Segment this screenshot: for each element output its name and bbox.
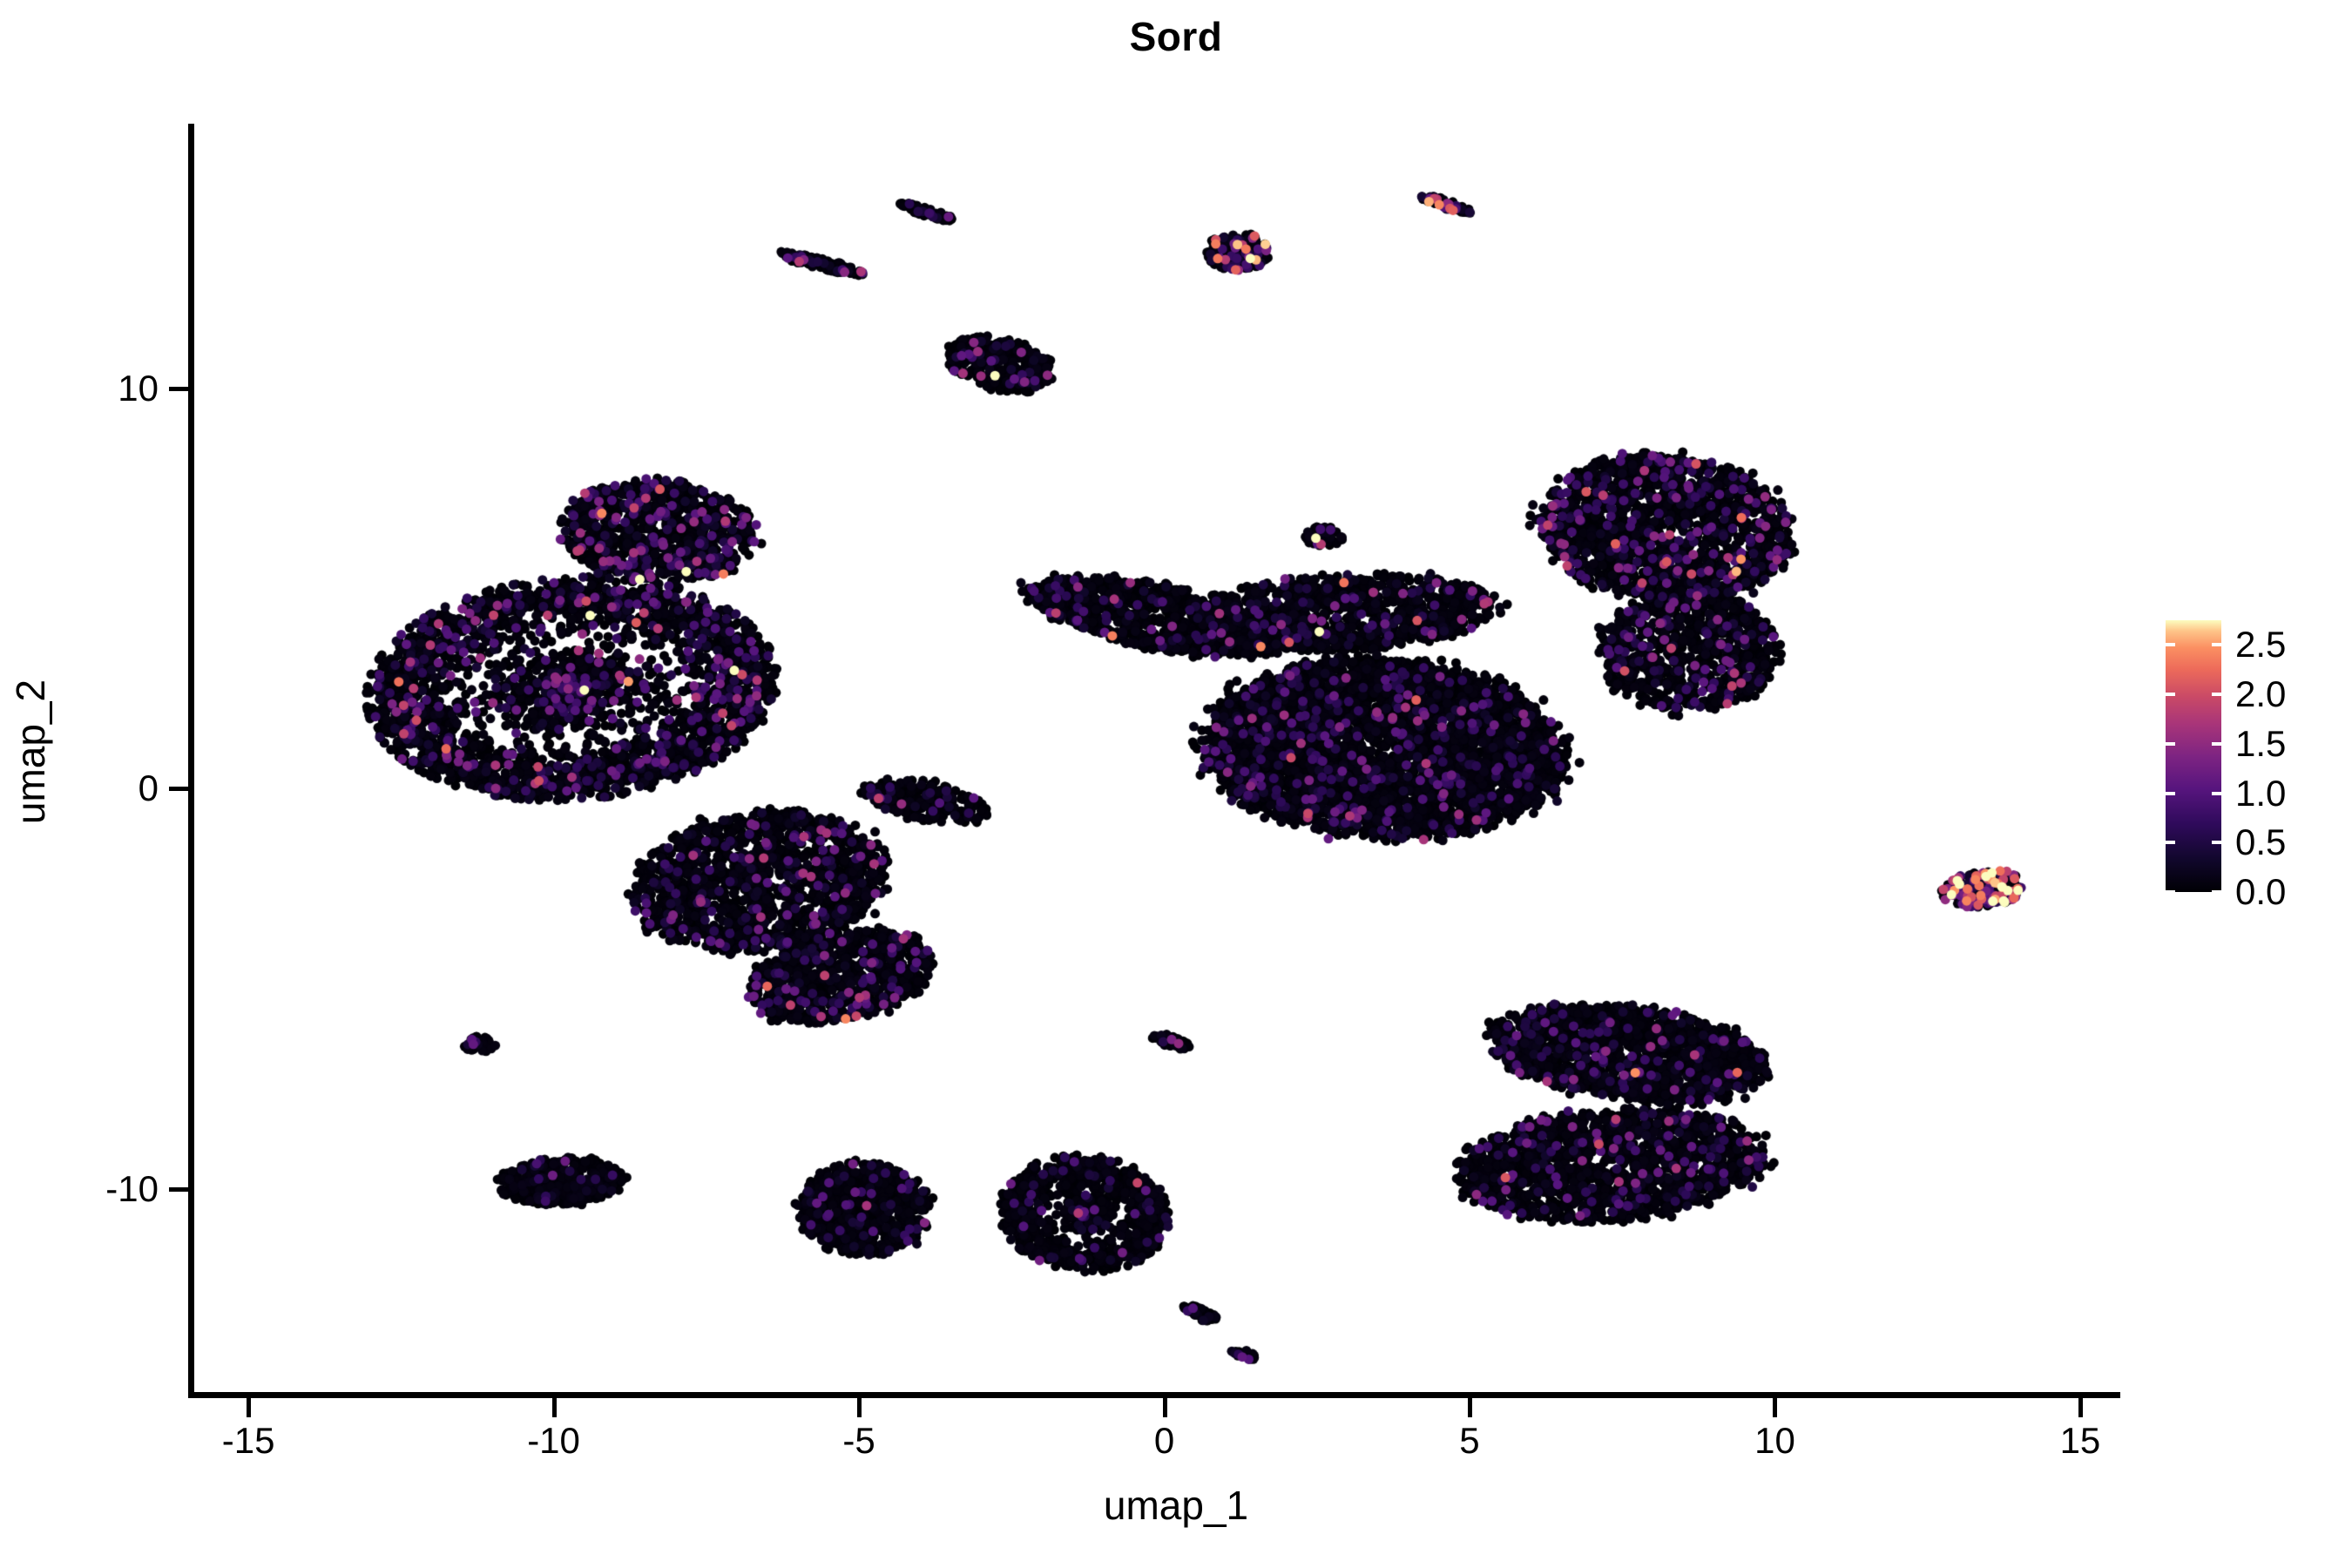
x-tick-mark (551, 1398, 557, 1417)
y-axis-title: umap_2 (8, 679, 53, 825)
x-tick-mark (247, 1398, 252, 1417)
color-legend: 2.5 2.0 1.5 1.0 0.5 0.0 (2166, 620, 2340, 912)
colorbar (2166, 620, 2221, 892)
colorbar-tick-mark (2166, 693, 2175, 697)
x-tick-mark (857, 1398, 862, 1417)
colorbar-tick-mark (2212, 741, 2221, 746)
y-tick-mark (169, 787, 188, 792)
colorbar-tick-label: 1.5 (2235, 722, 2287, 764)
y-tick-label: -10 (105, 1168, 159, 1210)
colorbar-tick-mark (2166, 791, 2175, 795)
x-tick-label: -15 (221, 1420, 275, 1461)
x-axis-title: umap_1 (1103, 1483, 1249, 1528)
x-axis-line (188, 1392, 2120, 1398)
plot-panel (193, 124, 2117, 1394)
colorbar-gradient (2166, 620, 2221, 892)
y-tick-mark (169, 386, 188, 391)
colorbar-tick-mark (2212, 643, 2221, 647)
colorbar-tick-mark (2166, 890, 2175, 894)
x-tick-mark (1773, 1398, 1778, 1417)
colorbar-tick-label: 1.0 (2235, 772, 2287, 814)
colorbar-tick-label: 0.5 (2235, 821, 2287, 863)
x-tick-label: -5 (842, 1420, 875, 1461)
y-axis-line (188, 124, 194, 1398)
colorbar-tick-label: 2.0 (2235, 673, 2287, 715)
colorbar-tick-label: 0.0 (2235, 871, 2287, 912)
colorbar-tick-mark (2212, 791, 2221, 795)
y-tick-label: 10 (118, 367, 159, 409)
x-tick-label: 0 (1153, 1420, 1175, 1461)
colorbar-tick-mark (2212, 841, 2221, 845)
colorbar-tick-mark (2166, 741, 2175, 746)
x-tick-label: 15 (2059, 1420, 2101, 1461)
x-tick-label: 5 (1459, 1420, 1480, 1461)
x-tick-mark (2078, 1398, 2083, 1417)
y-tick-mark (169, 1187, 188, 1193)
x-tick-mark (1467, 1398, 1472, 1417)
scatter-plot-canvas (193, 124, 2117, 1394)
x-tick-label: -10 (527, 1420, 580, 1461)
page-title: Sord (1129, 14, 1223, 59)
colorbar-tick-mark (2166, 841, 2175, 845)
colorbar-tick-label: 2.5 (2235, 624, 2287, 666)
colorbar-tick-mark (2212, 693, 2221, 697)
y-tick-label: 0 (138, 767, 159, 809)
x-tick-mark (1162, 1398, 1167, 1417)
colorbar-tick-mark (2212, 890, 2221, 894)
x-tick-label: 10 (1754, 1420, 1795, 1461)
colorbar-tick-mark (2166, 643, 2175, 647)
